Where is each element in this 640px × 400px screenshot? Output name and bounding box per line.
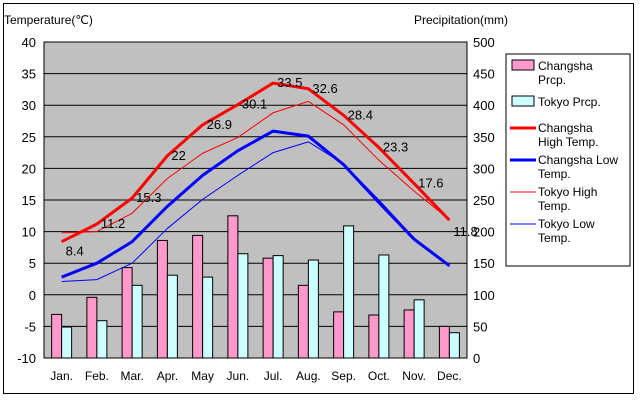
y-left-tick-label: 40 [22,35,36,50]
legend-changsha-prcp-label: Changsha [538,59,593,73]
bar-tokyo-prcp [96,320,108,359]
x-tick-label: Dec. [437,369,462,383]
y-left-tick-label: 5 [29,256,36,271]
bar-tokyo-prcp [166,274,178,359]
x-tick-label: Nov. [402,369,426,383]
x-tick-label: Jan. [50,369,73,383]
x-tick-label: Apr. [157,369,178,383]
legend-tokyo-prcp-swatch [511,95,535,107]
y-left-tick-label: -10 [17,351,36,366]
data-label: 11.2 [101,216,125,231]
bar-changsha-prcp [51,313,63,359]
data-label: 33.5 [277,75,302,90]
bar-changsha-prcp [86,296,98,359]
bar-tokyo-prcp [448,332,460,359]
data-label: 23.3 [383,140,408,155]
bar-tokyo-prcp [378,254,390,359]
x-tick-label: Jun. [227,369,250,383]
legend-changsha-prcp-label: Prcp. [538,73,566,87]
y-right-tick-label: 500 [473,35,495,50]
bar-tokyo-prcp [237,253,249,359]
x-tick-label: Aug. [296,369,321,383]
bar-changsha-prcp [438,325,450,359]
y-right-tick-label: 0 [473,351,480,366]
bar-changsha-prcp [297,284,309,359]
y-left-tick-label: 35 [22,67,36,82]
legend-tokyo-high-label: Temp. [538,199,571,213]
legend-tokyo-prcp-label: Tokyo Prcp. [538,95,601,109]
line-changsha-high [60,81,451,244]
y-right-tick-label: 250 [473,193,495,208]
bar-changsha-prcp [156,239,168,359]
y-left-tick-label: 25 [22,130,36,145]
legend-changsha-high-label: Changsha [538,121,593,135]
y-left-tick-label: -5 [24,319,36,334]
data-label: 22 [171,148,185,163]
y-left-tick-label: 30 [22,98,36,113]
data-label: 15.3 [136,190,161,205]
legend-changsha-prcp-swatch [511,59,535,71]
bar-tokyo-prcp [413,299,425,359]
right-axis-title: Precipitation(mm) [414,13,508,27]
x-tick-label: Sep. [331,369,356,383]
line-tokyo-high [61,100,450,234]
bar-tokyo-prcp [272,255,284,359]
legend-changsha-high-label: High Temp. [538,135,598,149]
line-changsha-low [61,129,451,279]
legend-tokyo-low-label: Tokyo Low [538,217,595,231]
data-label: 30.1 [242,97,267,112]
bar-tokyo-prcp [307,259,319,359]
legend-tokyo-low-label: Temp. [538,231,571,245]
line-tokyo-low [61,141,450,283]
x-tick-label: May [191,369,214,383]
y-right-tick-label: 100 [473,288,495,303]
bar-changsha-prcp [403,309,415,359]
bar-changsha-prcp [121,267,133,359]
legend-tokyo-high-label: Tokyo High [538,185,597,199]
x-tick-label: Oct. [368,369,390,383]
x-tick-label: Jul. [264,369,283,383]
legend-changsha-low-label: Changsha Low [538,153,618,167]
bar-changsha-prcp [333,311,345,359]
bar-tokyo-prcp [61,326,73,359]
y-right-tick-label: 450 [473,67,495,82]
y-right-tick-label: 150 [473,256,495,271]
y-right-tick-label: 50 [473,319,487,334]
data-label: 11.8 [453,224,477,239]
data-label: 26.9 [207,117,232,132]
bar-changsha-prcp [227,215,239,359]
bar-changsha-prcp [262,257,274,359]
bar-tokyo-prcp [202,276,214,359]
y-right-tick-label: 200 [473,225,495,240]
x-tick-label: Mar. [120,369,143,383]
y-left-tick-label: 0 [29,288,36,303]
bar-changsha-prcp [192,234,204,359]
left-axis-title: Temperature(℃) [4,13,93,27]
bar-changsha-prcp [368,314,380,359]
data-label: 17.6 [418,176,443,191]
x-tick-label: Feb. [85,369,109,383]
y-right-tick-label: 400 [473,98,495,113]
y-left-tick-label: 20 [22,161,36,176]
legend-changsha-low-label: Temp. [538,167,571,181]
data-label: 32.6 [312,81,337,96]
data-label: 8.4 [66,244,84,259]
y-left-tick-label: 15 [22,193,36,208]
bar-tokyo-prcp [343,225,355,359]
y-left-tick-label: 10 [22,225,36,240]
bar-tokyo-prcp [131,284,143,359]
y-right-tick-label: 350 [473,130,495,145]
data-label: 28.4 [348,107,373,122]
y-right-tick-label: 300 [473,161,495,176]
